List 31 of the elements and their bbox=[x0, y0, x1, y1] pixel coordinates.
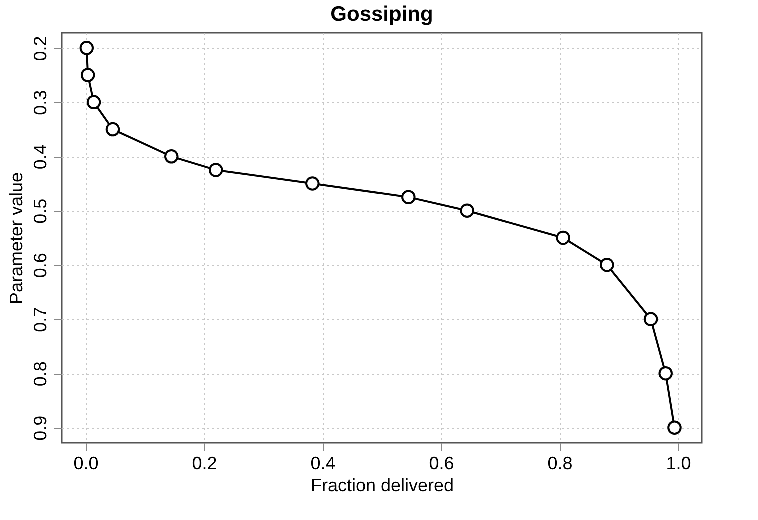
y-tick-label: 0.5 bbox=[30, 198, 50, 224]
x-axis-title: Fraction delivered bbox=[310, 476, 454, 496]
point bbox=[658, 366, 673, 381]
point bbox=[106, 122, 120, 137]
point bbox=[556, 230, 570, 246]
y-tick-label: 0.7 bbox=[30, 307, 50, 332]
point bbox=[306, 176, 320, 191]
x-tick-label: 0.8 bbox=[548, 454, 573, 474]
y-axis-title: Parameter value bbox=[6, 172, 26, 305]
point bbox=[644, 312, 658, 326]
chart-title: Gossiping bbox=[330, 3, 434, 26]
point bbox=[208, 163, 224, 178]
y-tick-label: 0.3 bbox=[30, 90, 50, 116]
point bbox=[600, 258, 614, 272]
point bbox=[402, 190, 416, 204]
x-tick-label: 0.2 bbox=[192, 454, 218, 474]
x-tick-label: 0.4 bbox=[310, 454, 336, 474]
y-tick-label: 0.8 bbox=[30, 362, 50, 387]
y-tick-label: 0.2 bbox=[30, 36, 50, 62]
point bbox=[460, 204, 474, 218]
point bbox=[668, 420, 682, 435]
y-tick-label: 0.9 bbox=[30, 416, 50, 441]
point bbox=[80, 41, 94, 56]
x-tick-label: 1.0 bbox=[666, 454, 692, 474]
point bbox=[164, 150, 179, 164]
y-tick-label: 0.6 bbox=[30, 253, 50, 278]
x-tick-label: 0.6 bbox=[429, 454, 454, 474]
point bbox=[86, 95, 102, 110]
y-tick-label: 0.4 bbox=[30, 144, 50, 170]
x-tick-label: 0.0 bbox=[74, 454, 99, 474]
point bbox=[80, 68, 96, 82]
